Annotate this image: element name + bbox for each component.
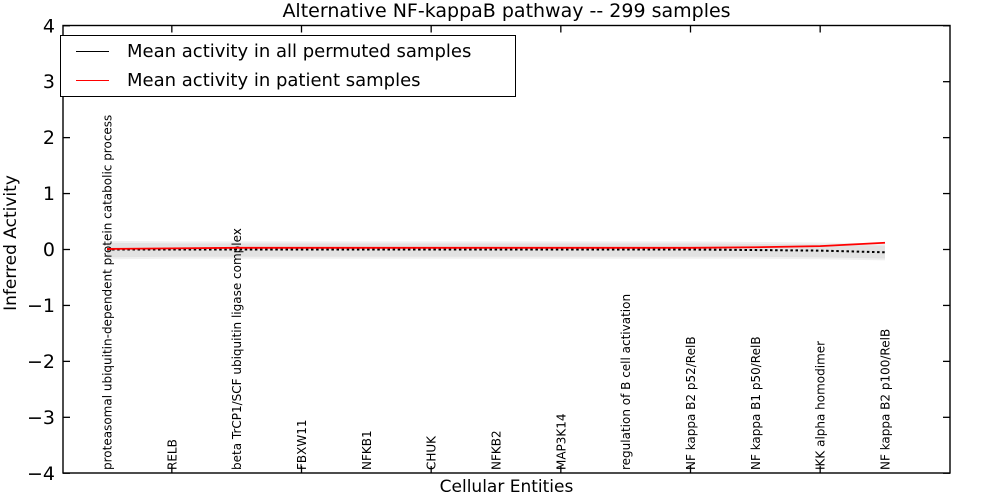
y-tick-label: −4 bbox=[27, 463, 55, 485]
x-category-label: RELB bbox=[165, 439, 179, 470]
series-line-patient bbox=[106, 241, 886, 250]
x-category-label: MAP3K14 bbox=[554, 413, 568, 470]
legend-label: Mean activity in all permuted samples bbox=[127, 40, 472, 62]
x-category-label: FBXW11 bbox=[295, 420, 309, 471]
y-tick-label: −2 bbox=[27, 351, 55, 373]
y-axis-label: Inferred Activity bbox=[1, 175, 21, 311]
series-line-permuted bbox=[107, 248, 886, 254]
legend: Mean activity in all permuted samples Mea… bbox=[60, 35, 516, 97]
y-tick-label: 1 bbox=[43, 183, 55, 205]
legend-label: Mean activity in patient samples bbox=[127, 69, 421, 91]
x-category-label: NFKB2 bbox=[490, 430, 504, 470]
legend-item-patient: Mean activity in patient samples bbox=[61, 66, 515, 95]
x-category-label: IKK alpha homodimer bbox=[814, 341, 828, 470]
confidence-band bbox=[107, 242, 885, 259]
y-tick-label: 3 bbox=[43, 71, 55, 93]
x-category-label: NF kappa B1 p50/RelB bbox=[749, 336, 763, 470]
y-tick-label: −1 bbox=[27, 295, 55, 317]
x-category-label: beta TrCP1/SCF ubiquitin ligase complex bbox=[230, 228, 244, 470]
chart-title: Alternative NF-kappaB pathway -- 299 sam… bbox=[282, 0, 731, 22]
x-category-label: NF kappa B2 p100/RelB bbox=[879, 329, 893, 470]
y-tick-label: 4 bbox=[43, 15, 55, 37]
y-tick-label: 2 bbox=[43, 127, 55, 149]
y-tick-label: −3 bbox=[27, 407, 55, 429]
x-category-label: NF kappa B2 p52/RelB bbox=[684, 336, 698, 470]
legend-item-permuted: Mean activity in all permuted samples bbox=[61, 37, 515, 66]
x-category-label: NFKB1 bbox=[360, 430, 374, 470]
y-tick-label: 0 bbox=[43, 239, 55, 261]
legend-line-sample-patient bbox=[76, 80, 109, 81]
x-category-label: regulation of B cell activation bbox=[619, 294, 633, 470]
x-category-label: proteasomal ubiquitin-dependent protein … bbox=[101, 115, 115, 470]
x-axis-label: Cellular Entities bbox=[439, 477, 574, 497]
x-category-label: CHUK bbox=[425, 435, 439, 470]
legend-line-sample-permuted bbox=[76, 51, 109, 52]
